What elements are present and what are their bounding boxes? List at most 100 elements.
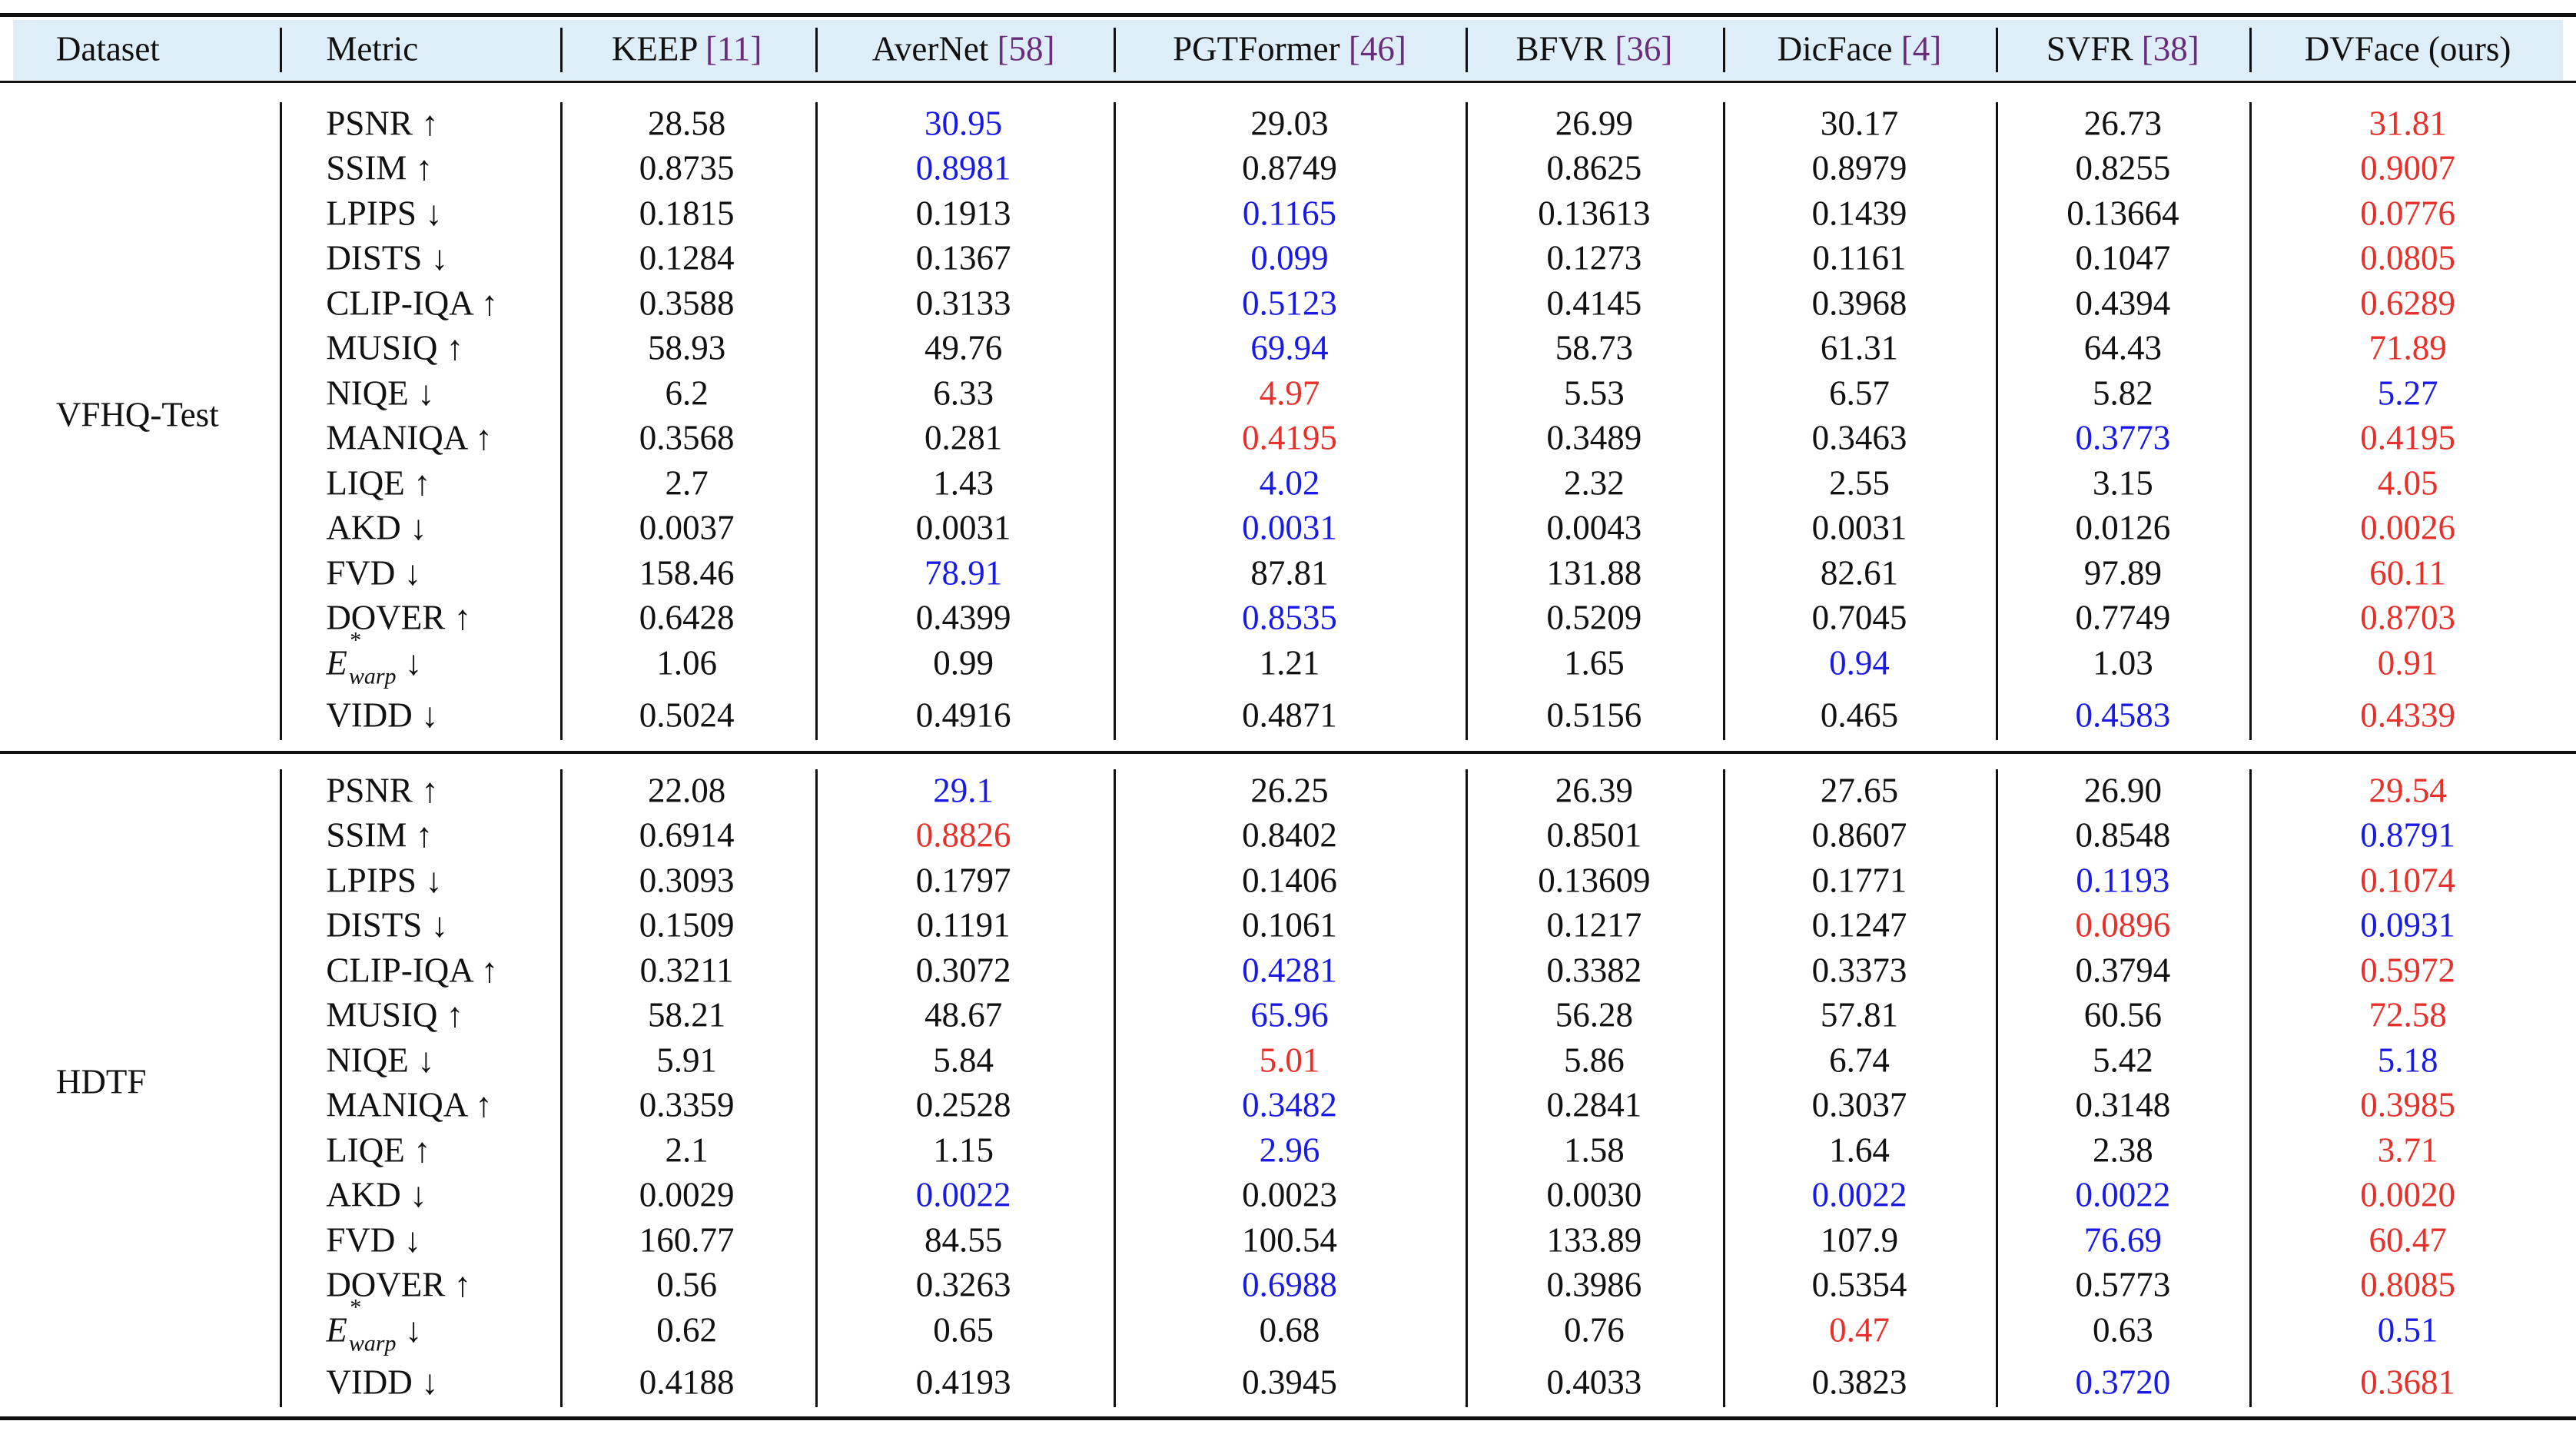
metric-sup: *: [348, 1294, 360, 1320]
cell-text: 0.4394: [2075, 284, 2171, 323]
cell-value: 0.6914: [639, 818, 735, 853]
cell-text: 1.15: [933, 1131, 994, 1170]
cell-value: 0.8749: [1242, 151, 1337, 186]
cell-text: 0.5773: [2075, 1265, 2171, 1304]
cell-value: 0.1367: [916, 241, 1011, 276]
cell-value: 0.4145: [1547, 286, 1642, 320]
cell-value: 1.65: [1564, 646, 1625, 680]
metric-arrow: ↓: [430, 238, 449, 277]
cell-text: 0.3093: [639, 861, 735, 900]
metric-name: DISTS: [326, 905, 423, 945]
cell-value: 22.08: [648, 773, 725, 808]
metric-label: FVD ↓: [326, 1223, 421, 1257]
cell-value: 0.8548: [2075, 818, 2170, 853]
cell-value: 0.1797: [916, 863, 1011, 898]
cell-value: 29.03: [1250, 106, 1328, 141]
header-name: AverNet: [871, 29, 989, 68]
cell-text: 0.099: [1250, 238, 1329, 277]
cell-text: 0.0776: [2360, 194, 2455, 233]
cell-text: 0.3211: [639, 951, 734, 990]
metric-name: E: [326, 643, 347, 682]
cell-text: 0.5354: [1811, 1265, 1907, 1304]
cell-text: 82.61: [1820, 553, 1899, 593]
cell-value: 0.4033: [1547, 1365, 1642, 1400]
cell-text: 2.7: [665, 463, 709, 503]
cell-value: 29.1: [933, 773, 994, 808]
cell-text: 0.281: [925, 418, 1003, 457]
cell-value: 0.281: [925, 418, 1003, 457]
cell-value: 5.91: [656, 1043, 717, 1077]
header-name: DicFace: [1777, 29, 1893, 68]
cell-text: 0.5123: [1242, 284, 1337, 323]
cell-value: 30.17: [1821, 106, 1898, 141]
citation: [11]: [705, 29, 762, 68]
cell-value: 84.55: [925, 1223, 1002, 1257]
metric-sup: *: [348, 627, 360, 653]
cell-value: 1.03: [2093, 646, 2153, 680]
metric-label: DISTS ↓: [326, 241, 448, 276]
metric-arrow: ↑: [446, 995, 464, 1034]
cell-value: 0.8826: [916, 818, 1011, 853]
cell-text: 4.02: [1259, 463, 1320, 503]
metric-arrow: ↓: [410, 1175, 427, 1214]
cell-text: 0.68: [1259, 1310, 1320, 1350]
cell-value: 5.01: [1260, 1043, 1320, 1077]
metric-name: DOVER: [326, 1265, 446, 1304]
cell-value: 0.1191: [917, 908, 1011, 943]
column-separator: [815, 28, 818, 73]
cell-value: 5.42: [2093, 1043, 2153, 1077]
cell-text: 133.89: [1546, 1220, 1642, 1260]
cell-text: 0.1797: [915, 861, 1011, 900]
group-rule: [0, 751, 2576, 754]
cell-value: 0.0043: [1547, 510, 1642, 546]
cell-text: 0.3945: [1242, 1363, 1337, 1402]
header-name: BFVR: [1515, 29, 1607, 68]
cell-value: 0.3037: [1812, 1087, 1907, 1123]
cell-value: 26.90: [2084, 773, 2162, 808]
cell-text: 0.8501: [1546, 815, 1642, 855]
cell-value: 0.7749: [2075, 600, 2170, 636]
cell-value: 0.3681: [2360, 1365, 2455, 1400]
cell-value: 2.7: [666, 466, 709, 500]
metric-name: MUSIQ: [326, 995, 438, 1034]
metric-arrow: ↑: [413, 463, 431, 503]
cell-text: 0.1191: [916, 905, 1011, 945]
cell-value: 29.54: [2369, 773, 2446, 808]
cell-value: 65.96: [1250, 998, 1328, 1033]
cell-text: 0.8625: [1546, 148, 1642, 188]
cell-text: 0.13609: [1538, 861, 1651, 900]
cell-value: 0.8625: [1547, 151, 1642, 186]
metric-label: MANIQA ↑: [326, 420, 492, 456]
column-separator: [1996, 101, 1999, 741]
cell-text: 0.99: [933, 643, 994, 682]
metric-sub: warp: [348, 1330, 397, 1356]
cell-text: 160.77: [639, 1220, 735, 1260]
cell-text: 0.13664: [2066, 194, 2179, 233]
cell-value: 0.6289: [2360, 286, 2455, 320]
cell-text: 29.1: [933, 771, 994, 810]
cell-value: 0.8607: [1812, 818, 1907, 853]
cell-value: 0.8735: [639, 151, 735, 186]
cell-value: 6.57: [1829, 376, 1890, 410]
cell-value: 49.76: [925, 330, 1002, 366]
cell-text: 5.42: [2092, 1041, 2153, 1080]
cell-value: 0.3093: [639, 863, 735, 898]
cell-value: 1.43: [933, 466, 994, 500]
cell-text: 0.0029: [639, 1175, 735, 1214]
metric-label: AKD ↓: [326, 1175, 427, 1214]
metric-arrow: ↓: [430, 905, 449, 945]
cell-text: 97.89: [2083, 553, 2162, 593]
cell-text: 61.31: [1820, 328, 1899, 367]
metric-script: * warp: [347, 1296, 397, 1355]
cell-value: 0.8703: [2360, 600, 2455, 636]
cell-value: 0.3986: [1547, 1267, 1642, 1303]
cell-value: 0.0029: [639, 1175, 735, 1214]
cell-value: 0.8791: [2360, 818, 2455, 853]
cell-text: 0.7045: [1811, 598, 1907, 637]
cell-text: 0.3382: [1546, 951, 1642, 990]
cell-value: 0.1161: [1812, 241, 1906, 276]
cell-value: 0.65: [933, 1313, 994, 1347]
cell-value: 48.67: [925, 998, 1002, 1033]
cell-value: 60.56: [2084, 998, 2162, 1033]
cell-text: 0.8548: [2075, 815, 2171, 855]
